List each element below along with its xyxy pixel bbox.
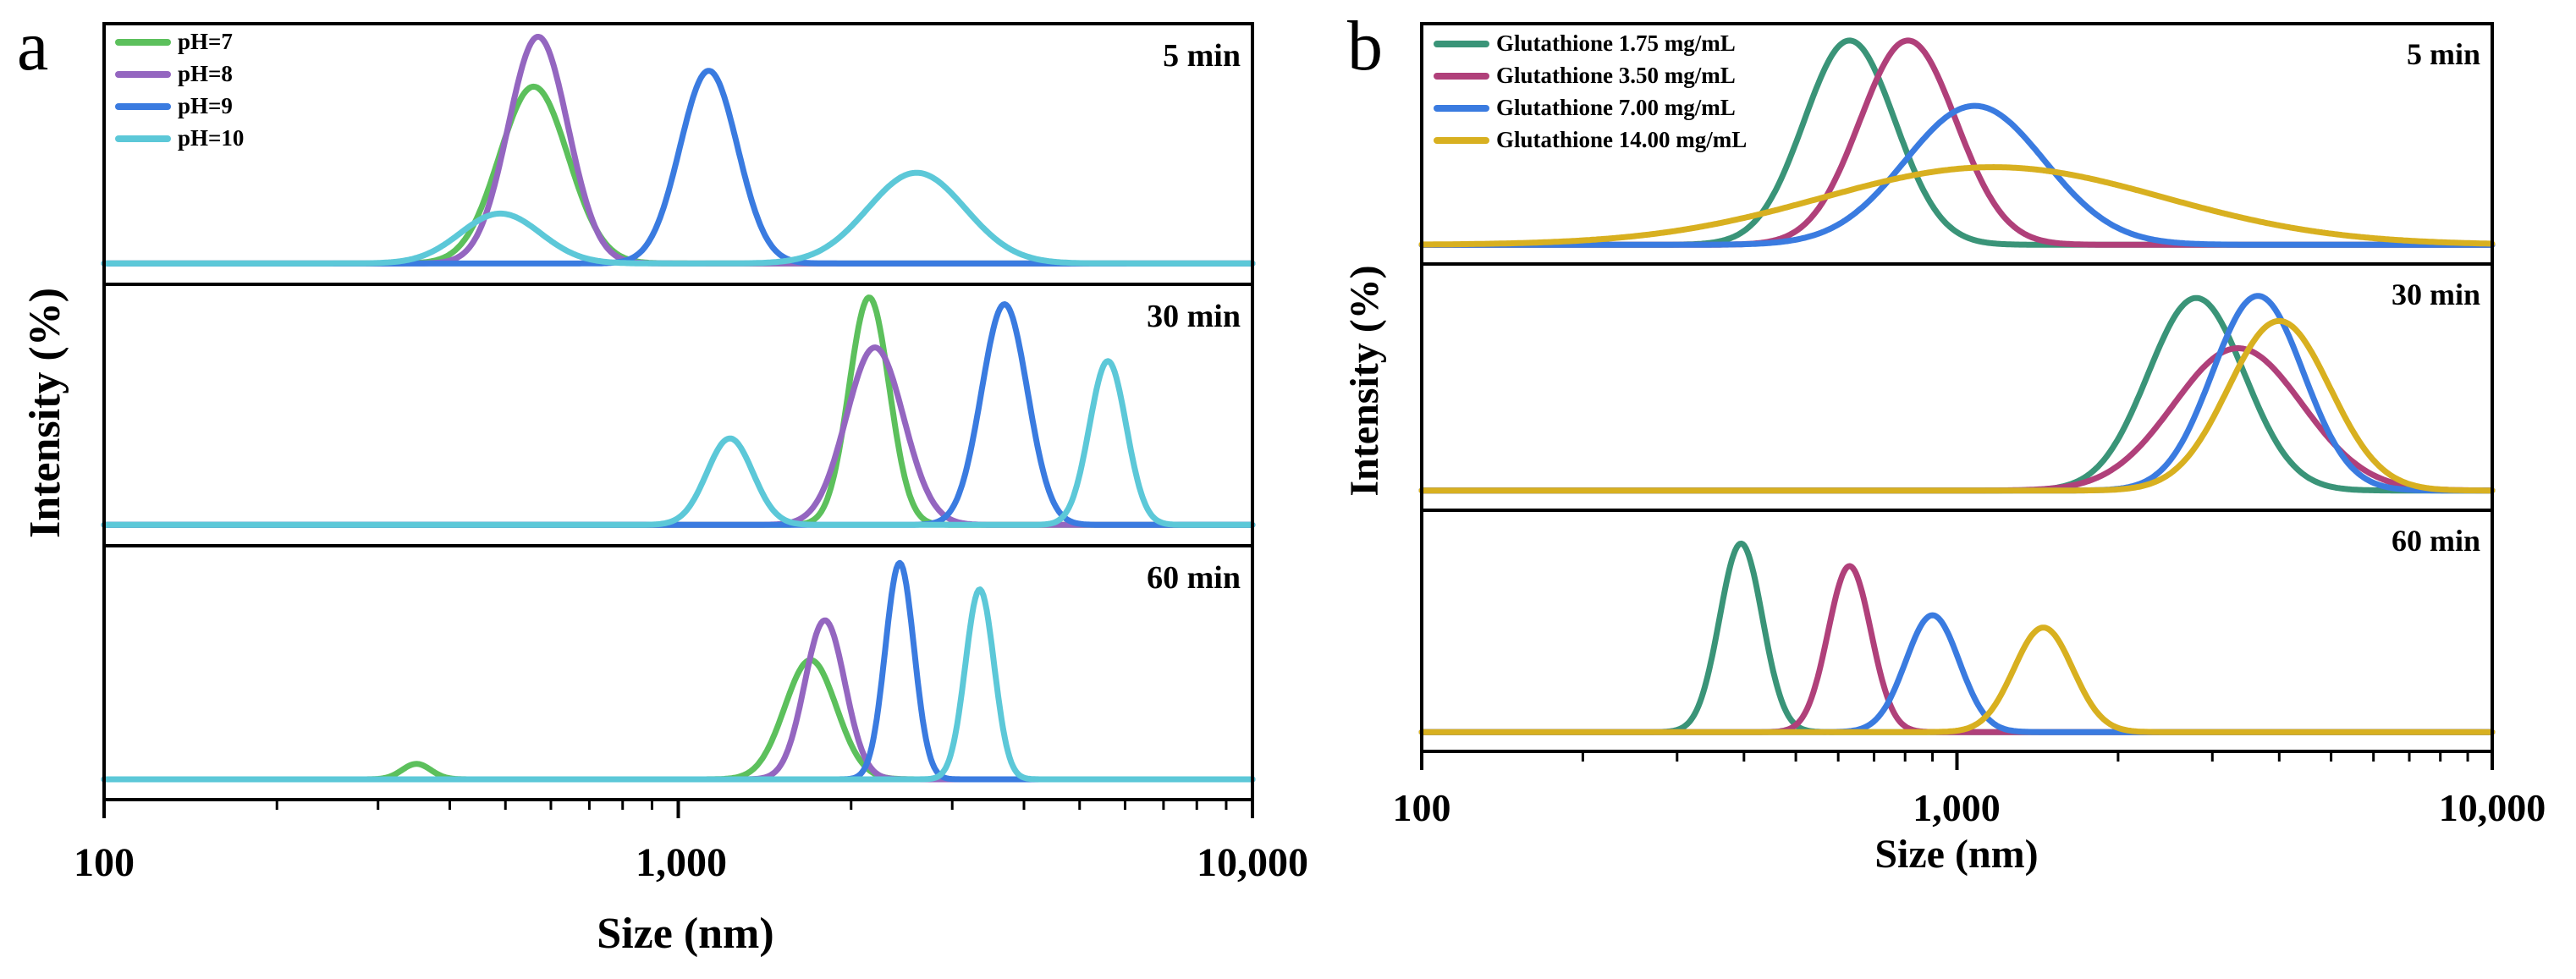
legend-label: pH=7 (178, 29, 233, 54)
curve-ph-10 (101, 169, 1256, 267)
curve-ph-7 (101, 294, 1256, 528)
panel-a-label: a (17, 7, 48, 85)
curve-glutathione-14-00-mg-ml (1418, 164, 2496, 248)
panel-b-x-tick-100: 100 (1393, 786, 1451, 829)
curve-glutathione-3-50-mg-ml (1418, 345, 2496, 494)
panel-b-x-axis-label: Size (nm) (1874, 832, 2038, 877)
curve-glutathione-7-00-mg-ml (1418, 612, 2496, 735)
curve-ph-9 (101, 68, 1256, 267)
legend-label: pH=8 (178, 61, 233, 86)
subpanel-frame (102, 283, 1254, 547)
subpanel-title: 60 min (1147, 560, 1241, 596)
panel-a-y-axis-label: Intensity (%) (21, 288, 69, 538)
legend-label: pH=10 (178, 125, 244, 151)
curve-ph-9 (101, 301, 1256, 528)
subpanel-frame (102, 544, 1254, 801)
panel-b-label: b (1347, 7, 1383, 85)
panel-a-x-axis-label: Size (nm) (597, 910, 773, 958)
curve-ph-7 (101, 83, 1256, 267)
subpanel-frame (1420, 509, 2494, 753)
panel-b-chart: 5 min 30 min 60 min Glutathione 1.75 mg/mL G… (1418, 22, 2496, 770)
curve-ph-10 (101, 586, 1256, 783)
curve-ph-7 (101, 657, 1256, 783)
subpanel-title: 5 min (2407, 37, 2480, 71)
legend-label: Glutathione 14.00 mg/mL (1496, 127, 1747, 152)
subpanel-title: 30 min (1147, 299, 1241, 334)
curve-ph-8 (101, 344, 1256, 528)
panel-b-x-tick-1000: 1,000 (1913, 786, 2001, 829)
panel-b-x-tick-10000: 10,000 (2439, 786, 2546, 829)
subpanel-title: 30 min (2392, 278, 2480, 311)
curve-ph-9 (101, 559, 1256, 783)
panel-a-x-tick-1000: 1,000 (636, 840, 727, 885)
curve-glutathione-7-00-mg-ml (1418, 102, 2496, 248)
curve-glutathione-14-00-mg-ml (1418, 624, 2496, 735)
subpanel-title: 60 min (2392, 524, 2480, 558)
curve-glutathione-1-75-mg-ml (1418, 540, 2496, 735)
legend-label: pH=9 (178, 93, 233, 118)
curve-ph-8 (101, 617, 1256, 783)
curve-ph-10 (101, 358, 1256, 528)
panel-a-x-tick-100: 100 (74, 840, 135, 885)
panel-b-y-axis-label: Intensity (%) (1342, 265, 1387, 496)
curve-glutathione-14-00-mg-ml (1418, 317, 2496, 494)
legend-label: Glutathione 3.50 mg/mL (1496, 63, 1736, 88)
legend-label: Glutathione 7.00 mg/mL (1496, 95, 1736, 120)
subpanel-title: 5 min (1163, 38, 1241, 74)
panel-a-chart: 5 min 30 min 60 min pH=7 pH=8 pH=9 pH=10 (101, 22, 1256, 818)
legend-label: Glutathione 1.75 mg/mL (1496, 30, 1736, 56)
panel-a-x-tick-10000: 10,000 (1197, 840, 1308, 885)
